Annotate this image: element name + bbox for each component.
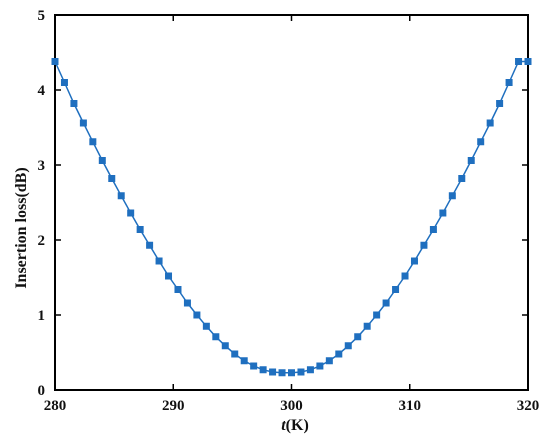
- data-point: [288, 369, 295, 377]
- data-point: [297, 368, 305, 376]
- data-point: [183, 299, 191, 307]
- data-point: [221, 342, 229, 350]
- y-tick-label: 5: [38, 8, 46, 24]
- data-point: [316, 362, 324, 370]
- x-axis-label-italic: t: [281, 417, 286, 434]
- data-point: [127, 209, 135, 217]
- data-point: [325, 357, 333, 365]
- data-point: [410, 257, 418, 265]
- data-point: [269, 368, 277, 376]
- data-point: [117, 192, 125, 200]
- data-point: [193, 311, 201, 319]
- data-point: [458, 175, 466, 182]
- data-point: [174, 286, 182, 293]
- y-tick-label: 4: [38, 83, 46, 99]
- data-point: [136, 226, 144, 233]
- data-point: [70, 100, 78, 107]
- data-point: [146, 241, 154, 249]
- data-point: [165, 272, 173, 280]
- data-point: [448, 192, 456, 200]
- data-point: [515, 58, 523, 65]
- x-tick-label: 300: [280, 398, 303, 414]
- data-point: [496, 100, 504, 107]
- y-tick-label: 2: [38, 233, 46, 249]
- x-tick-label: 280: [44, 398, 67, 414]
- data-point: [354, 333, 362, 341]
- data-point: [51, 58, 59, 65]
- data-point: [363, 322, 371, 330]
- data-point: [382, 299, 390, 307]
- plot-frame: [54, 14, 529, 391]
- y-axis-label: Insertion loss(dB): [13, 167, 30, 288]
- data-point: [108, 175, 116, 182]
- data-point: [439, 209, 447, 217]
- data-point: [259, 366, 267, 374]
- data-point: [344, 342, 352, 350]
- data-point: [429, 226, 437, 233]
- data-point: [155, 257, 163, 265]
- plot-area: 280 290 300 310 320 0 1 2 3 4 5: [38, 8, 540, 414]
- series-line: [54, 60, 528, 374]
- data-point: [467, 157, 475, 164]
- data-point: [202, 322, 210, 330]
- data-point: [524, 58, 532, 65]
- data-point: [79, 119, 87, 127]
- data-point: [278, 369, 286, 377]
- data-point: [98, 157, 106, 164]
- data-point: [335, 350, 343, 358]
- data-point: [231, 350, 239, 358]
- data-point: [60, 79, 68, 86]
- x-tick-label: 290: [162, 398, 185, 414]
- data-point: [212, 333, 220, 341]
- y-tick-label: 0: [38, 383, 46, 399]
- data-point: [477, 138, 485, 146]
- data-point: [505, 79, 513, 86]
- data-point: [250, 362, 258, 370]
- x-axis-label: t(K): [281, 417, 309, 434]
- data-point: [89, 138, 97, 146]
- y-tick-label: 1: [38, 308, 46, 324]
- y-tick-label: 3: [38, 158, 46, 174]
- data-point: [401, 272, 409, 280]
- x-axis-label-unit: (K): [286, 417, 309, 434]
- data-point: [420, 241, 428, 249]
- x-tick-label: 320: [517, 398, 540, 414]
- x-tick-label: 310: [399, 398, 422, 414]
- data-point: [373, 311, 381, 319]
- data-point: [240, 357, 248, 365]
- data-point: [392, 286, 400, 293]
- data-point: [306, 366, 314, 374]
- data-point: [486, 119, 494, 127]
